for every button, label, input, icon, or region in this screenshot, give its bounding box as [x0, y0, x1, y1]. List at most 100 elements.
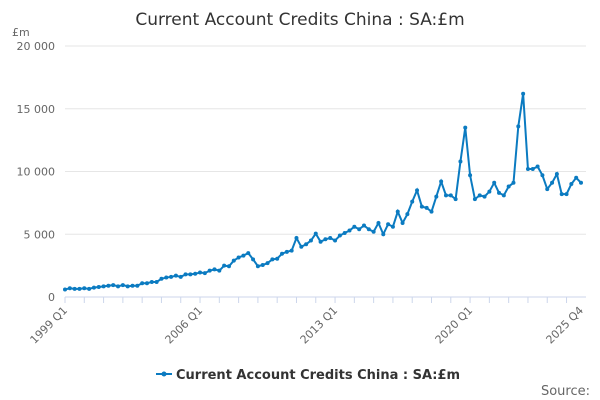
data-point[interactable]: [434, 194, 439, 199]
data-point[interactable]: [231, 258, 236, 263]
data-point[interactable]: [116, 284, 121, 289]
data-point[interactable]: [217, 268, 222, 273]
data-point[interactable]: [448, 193, 453, 198]
data-point[interactable]: [91, 285, 96, 290]
data-point[interactable]: [299, 244, 304, 249]
data-point[interactable]: [63, 287, 67, 292]
data-point[interactable]: [492, 180, 497, 185]
data-point[interactable]: [477, 193, 482, 198]
data-point[interactable]: [188, 272, 193, 277]
data-point[interactable]: [410, 199, 415, 204]
data-point[interactable]: [525, 166, 530, 171]
data-point[interactable]: [386, 222, 391, 227]
data-point[interactable]: [400, 220, 405, 225]
data-point[interactable]: [178, 274, 183, 279]
data-point[interactable]: [260, 262, 265, 267]
data-point[interactable]: [376, 220, 381, 225]
data-point[interactable]: [550, 180, 555, 185]
data-point[interactable]: [501, 193, 506, 198]
data-point[interactable]: [202, 271, 207, 276]
data-point[interactable]: [87, 286, 92, 291]
data-point[interactable]: [82, 286, 87, 291]
data-point[interactable]: [371, 229, 376, 234]
data-point[interactable]: [511, 180, 516, 185]
data-point[interactable]: [424, 205, 429, 210]
data-point[interactable]: [164, 275, 169, 280]
data-point[interactable]: [333, 238, 338, 243]
data-point[interactable]: [395, 209, 400, 214]
data-point[interactable]: [101, 284, 106, 289]
data-point[interactable]: [487, 189, 492, 194]
data-point[interactable]: [366, 227, 371, 232]
data-point[interactable]: [67, 286, 72, 291]
data-point[interactable]: [304, 242, 309, 247]
data-point[interactable]: [159, 276, 164, 281]
data-point[interactable]: [154, 279, 159, 284]
data-point[interactable]: [280, 251, 285, 256]
data-point[interactable]: [535, 164, 540, 169]
data-point[interactable]: [497, 190, 502, 195]
data-point[interactable]: [106, 283, 111, 288]
data-point[interactable]: [468, 173, 473, 178]
data-point[interactable]: [294, 236, 299, 241]
data-point[interactable]: [337, 233, 342, 238]
data-point[interactable]: [198, 270, 203, 275]
data-point[interactable]: [173, 273, 178, 278]
data-point[interactable]: [183, 272, 188, 277]
data-point[interactable]: [241, 253, 246, 258]
data-point[interactable]: [453, 197, 458, 202]
data-point[interactable]: [246, 251, 251, 256]
data-point[interactable]: [77, 286, 82, 291]
data-point[interactable]: [530, 166, 535, 171]
data-point[interactable]: [111, 283, 116, 288]
data-point[interactable]: [236, 255, 241, 260]
data-point[interactable]: [212, 267, 217, 272]
data-point[interactable]: [579, 180, 583, 185]
data-point[interactable]: [443, 193, 448, 198]
data-point[interactable]: [554, 172, 559, 177]
data-point[interactable]: [130, 283, 135, 288]
data-point[interactable]: [222, 263, 227, 268]
data-point[interactable]: [275, 256, 280, 261]
data-point[interactable]: [270, 257, 275, 262]
data-point[interactable]: [357, 227, 362, 232]
data-point[interactable]: [308, 238, 313, 243]
data-point[interactable]: [125, 284, 130, 289]
data-point[interactable]: [458, 159, 463, 164]
data-point[interactable]: [429, 209, 434, 214]
data-point[interactable]: [545, 187, 550, 192]
data-point[interactable]: [323, 237, 328, 242]
data-point[interactable]: [313, 231, 318, 236]
data-point[interactable]: [169, 274, 174, 279]
data-point[interactable]: [521, 91, 526, 96]
data-point[interactable]: [559, 192, 564, 197]
data-point[interactable]: [405, 212, 410, 217]
data-point[interactable]: [381, 232, 386, 237]
data-point[interactable]: [135, 283, 140, 288]
data-point[interactable]: [347, 228, 352, 233]
data-point[interactable]: [463, 125, 468, 130]
data-point[interactable]: [96, 284, 101, 289]
data-point[interactable]: [72, 286, 77, 291]
data-point[interactable]: [144, 281, 149, 286]
data-point[interactable]: [289, 248, 294, 253]
data-point[interactable]: [140, 281, 145, 286]
data-point[interactable]: [419, 204, 424, 209]
data-point[interactable]: [516, 124, 521, 129]
data-point[interactable]: [265, 261, 270, 266]
data-point[interactable]: [390, 224, 395, 229]
data-point[interactable]: [207, 268, 212, 273]
data-point[interactable]: [318, 239, 323, 244]
data-point[interactable]: [482, 194, 487, 199]
data-point[interactable]: [149, 279, 154, 284]
data-point[interactable]: [564, 192, 569, 197]
data-point[interactable]: [226, 264, 231, 269]
data-point[interactable]: [352, 224, 357, 229]
data-point[interactable]: [361, 223, 366, 228]
data-point[interactable]: [342, 230, 347, 235]
data-point[interactable]: [251, 257, 256, 262]
data-point[interactable]: [506, 184, 511, 189]
data-point[interactable]: [255, 264, 260, 269]
legend[interactable]: Current Account Credits China : SA:£m: [156, 368, 460, 383]
data-point[interactable]: [472, 197, 477, 202]
